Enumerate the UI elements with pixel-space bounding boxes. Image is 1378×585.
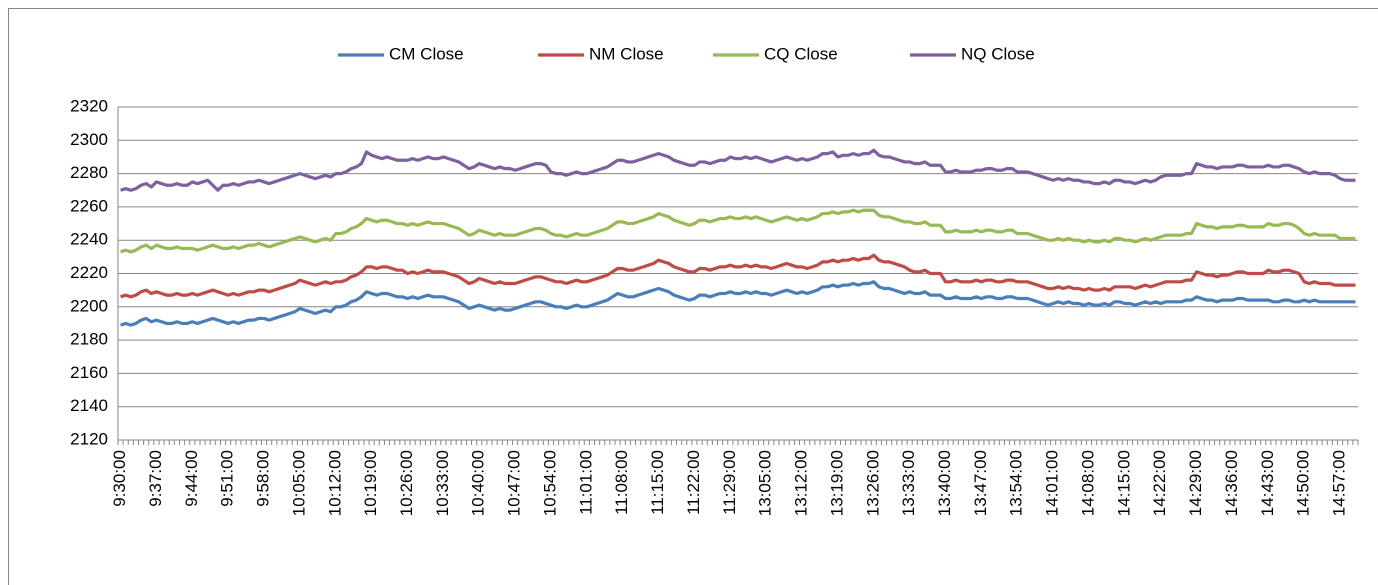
x-tick-label: 10:12:00 <box>325 450 344 516</box>
legend-label: CQ Close <box>764 44 838 63</box>
y-tick-label: 2240 <box>70 230 108 249</box>
y-tick-label: 2280 <box>70 163 108 182</box>
x-tick-label: 14:15:00 <box>1114 450 1133 516</box>
x-tick-label: 11:08:00 <box>612 450 631 515</box>
y-tick-label: 2220 <box>70 263 108 282</box>
x-tick-label: 10:33:00 <box>433 450 452 516</box>
series-line <box>120 280 1356 327</box>
series-line <box>120 253 1356 299</box>
y-tick-label: 2140 <box>70 396 108 415</box>
y-tick-label: 2300 <box>70 130 108 149</box>
x-tick-label: 13:33:00 <box>899 450 918 516</box>
series-line <box>120 148 1356 192</box>
y-tick-label: 2200 <box>70 296 108 315</box>
x-tick-label: 14:22:00 <box>1150 450 1169 516</box>
x-tick-label: 13:12:00 <box>792 450 811 516</box>
x-tick-label: 10:47:00 <box>505 450 524 516</box>
x-tick-label: 14:08:00 <box>1078 450 1097 516</box>
x-tick-label: 14:29:00 <box>1186 450 1205 516</box>
x-tick-label: 9:51:00 <box>218 450 237 507</box>
x-tick-label: 14:43:00 <box>1258 450 1277 516</box>
x-tick-label: 9:44:00 <box>182 450 201 507</box>
x-tick-label: 14:01:00 <box>1043 450 1062 516</box>
x-tick-label: 10:40:00 <box>469 450 488 516</box>
x-tick-label: 11:15:00 <box>648 450 667 515</box>
x-tick-label: 13:54:00 <box>1007 450 1026 516</box>
y-tick-label: 2180 <box>70 330 108 349</box>
legend-label: CM Close <box>389 44 464 63</box>
series-line <box>120 208 1356 254</box>
x-tick-label: 10:05:00 <box>289 450 308 516</box>
x-tick-label: 13:47:00 <box>971 450 990 516</box>
chart-frame <box>8 8 1378 585</box>
x-tick-label: 9:58:00 <box>254 450 273 507</box>
x-tick-label: 11:29:00 <box>720 450 739 515</box>
y-tick-label: 2120 <box>70 429 108 448</box>
x-tick-label: 9:37:00 <box>146 450 165 507</box>
x-tick-label: 14:57:00 <box>1330 450 1349 516</box>
y-tick-label: 2320 <box>70 96 108 115</box>
y-tick-label: 2260 <box>70 196 108 215</box>
x-tick-label: 9:30:00 <box>110 450 129 507</box>
x-tick-label: 13:05:00 <box>756 450 775 516</box>
x-tick-label: 10:54:00 <box>540 450 559 516</box>
x-tick-label: 11:22:00 <box>684 450 703 515</box>
x-tick-label: 10:26:00 <box>397 450 416 516</box>
legend-label: NM Close <box>589 44 664 63</box>
x-tick-label: 11:01:00 <box>576 450 595 515</box>
x-tick-label: 13:26:00 <box>863 450 882 516</box>
legend-label: NQ Close <box>961 44 1035 63</box>
y-tick-label: 2160 <box>70 363 108 382</box>
x-tick-label: 13:40:00 <box>935 450 954 516</box>
x-tick-label: 10:19:00 <box>361 450 380 516</box>
x-tick-label: 14:50:00 <box>1294 450 1313 516</box>
x-tick-label: 14:36:00 <box>1222 450 1241 516</box>
x-tick-label: 13:19:00 <box>827 450 846 516</box>
